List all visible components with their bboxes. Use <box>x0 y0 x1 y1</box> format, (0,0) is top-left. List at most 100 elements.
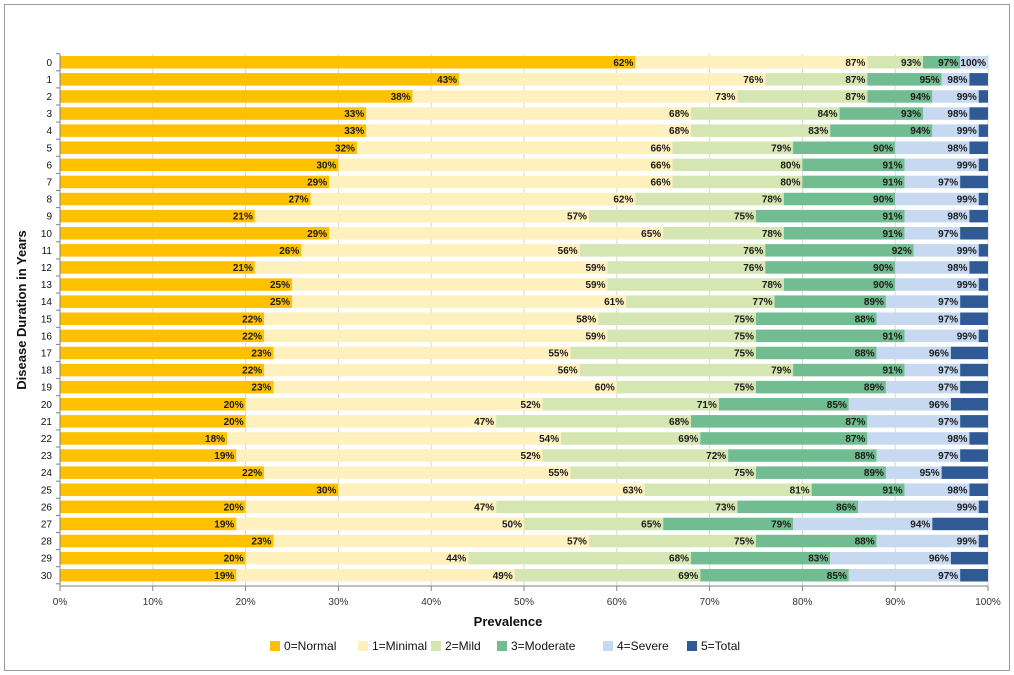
data-label: 98% <box>947 434 967 445</box>
bar-segment <box>60 346 274 360</box>
bar-segment <box>765 244 914 257</box>
bar-segment <box>60 244 302 257</box>
data-labels: 62% 87% 93% 97% 100%43% 76% 87% 95% 98%38% 73% 87%… <box>205 58 986 582</box>
bar-segment <box>932 124 979 137</box>
bar-segment <box>793 517 933 531</box>
bar-segment <box>691 107 840 120</box>
bar-segment <box>60 466 265 479</box>
bar-segment <box>737 500 859 514</box>
bar-segment <box>598 312 756 325</box>
data-label: 75% <box>734 314 754 325</box>
data-label: 66% <box>650 177 670 188</box>
bar-segment <box>579 363 794 377</box>
bar-segment <box>310 192 636 206</box>
bar-segment <box>672 175 803 189</box>
bar-segment <box>514 569 701 582</box>
legend: 0=Normal 1=Minimal 2=Mild 3=Moderate 4=Sever… <box>270 639 740 653</box>
y-axis-title: Disease Duration in Years <box>14 230 29 389</box>
bar-segment <box>756 329 905 343</box>
data-label: 93% <box>901 58 921 69</box>
data-label: 56% <box>558 246 578 257</box>
bar-segment <box>876 312 961 325</box>
y-tick-label: 4 <box>46 126 52 137</box>
bar-segment <box>904 329 979 343</box>
data-label: 88% <box>855 537 875 548</box>
bar-segment <box>830 124 933 137</box>
data-label: 78% <box>762 229 782 240</box>
data-label: 97% <box>938 571 958 582</box>
data-label: 22% <box>242 366 262 377</box>
bar-segment <box>60 329 265 343</box>
bar-segment <box>254 261 608 274</box>
data-label: 83% <box>808 126 828 137</box>
bar-segment <box>273 346 571 360</box>
bar-segment <box>969 141 988 154</box>
data-label: 47% <box>474 417 494 428</box>
y-tick-label: 28 <box>41 537 53 548</box>
bar-segment <box>245 500 497 514</box>
data-label: 98% <box>947 143 967 154</box>
bar-segment <box>60 363 265 377</box>
y-tick-label: 29 <box>41 554 53 565</box>
data-label: 55% <box>548 468 568 479</box>
y-axis-ticks: 0123456789101112131415161718192021222324… <box>41 53 60 585</box>
data-label: 21% <box>233 212 253 223</box>
x-tick-label: 60% <box>607 597 627 608</box>
bar-segment <box>60 227 330 240</box>
bar-segment <box>60 415 246 428</box>
data-label: 30% <box>316 160 336 171</box>
data-label: 76% <box>743 75 763 86</box>
bar-segment <box>774 295 886 308</box>
data-label: 69% <box>678 434 698 445</box>
bar-segment <box>895 278 979 291</box>
data-label: 99% <box>957 246 977 257</box>
bar-segment <box>691 124 831 137</box>
data-label: 20% <box>224 400 244 411</box>
bar-segment <box>941 466 988 479</box>
data-label: 49% <box>493 571 513 582</box>
bar-segment <box>960 380 988 394</box>
bar-segment <box>830 551 951 565</box>
y-tick-label: 12 <box>41 263 53 274</box>
data-label: 91% <box>882 366 902 377</box>
bar-segment <box>60 73 460 86</box>
bar-segment <box>923 56 961 69</box>
data-label: 98% <box>947 212 967 223</box>
bar-segment <box>60 124 367 137</box>
data-label: 61% <box>604 297 624 308</box>
bar-segment <box>978 192 988 206</box>
data-label: 99% <box>957 331 977 342</box>
data-label: 78% <box>762 280 782 291</box>
y-tick-label: 9 <box>46 212 52 223</box>
bar-segment <box>254 209 589 223</box>
bar-segment <box>644 483 812 496</box>
bar-segment <box>264 329 608 343</box>
data-label: 55% <box>548 348 568 359</box>
data-label: 18% <box>205 434 225 445</box>
y-tick-label: 19 <box>41 383 53 394</box>
y-tick-label: 7 <box>46 177 52 188</box>
bar-segment <box>60 380 274 394</box>
bar-segment <box>783 278 896 291</box>
data-label: 81% <box>790 485 810 496</box>
data-label: 89% <box>864 297 884 308</box>
legend-swatch <box>687 641 697 651</box>
data-label: 72% <box>706 451 726 462</box>
bar-segment <box>904 158 979 172</box>
bar-segment <box>969 483 988 496</box>
data-label: 52% <box>521 451 541 462</box>
data-label: 92% <box>892 246 912 257</box>
bar-segment <box>663 227 784 240</box>
legend-swatch <box>270 641 280 651</box>
bar-segment <box>607 329 756 343</box>
bar-segment <box>793 141 896 154</box>
data-label: 98% <box>947 109 967 120</box>
bar-segment <box>700 569 849 582</box>
bar-segment <box>570 346 756 360</box>
bar-segment <box>691 551 831 565</box>
data-label: 66% <box>650 160 670 171</box>
bar-segment <box>60 141 357 154</box>
data-label: 56% <box>558 366 578 377</box>
bar-segment <box>895 261 970 274</box>
bar-segment <box>867 432 970 445</box>
